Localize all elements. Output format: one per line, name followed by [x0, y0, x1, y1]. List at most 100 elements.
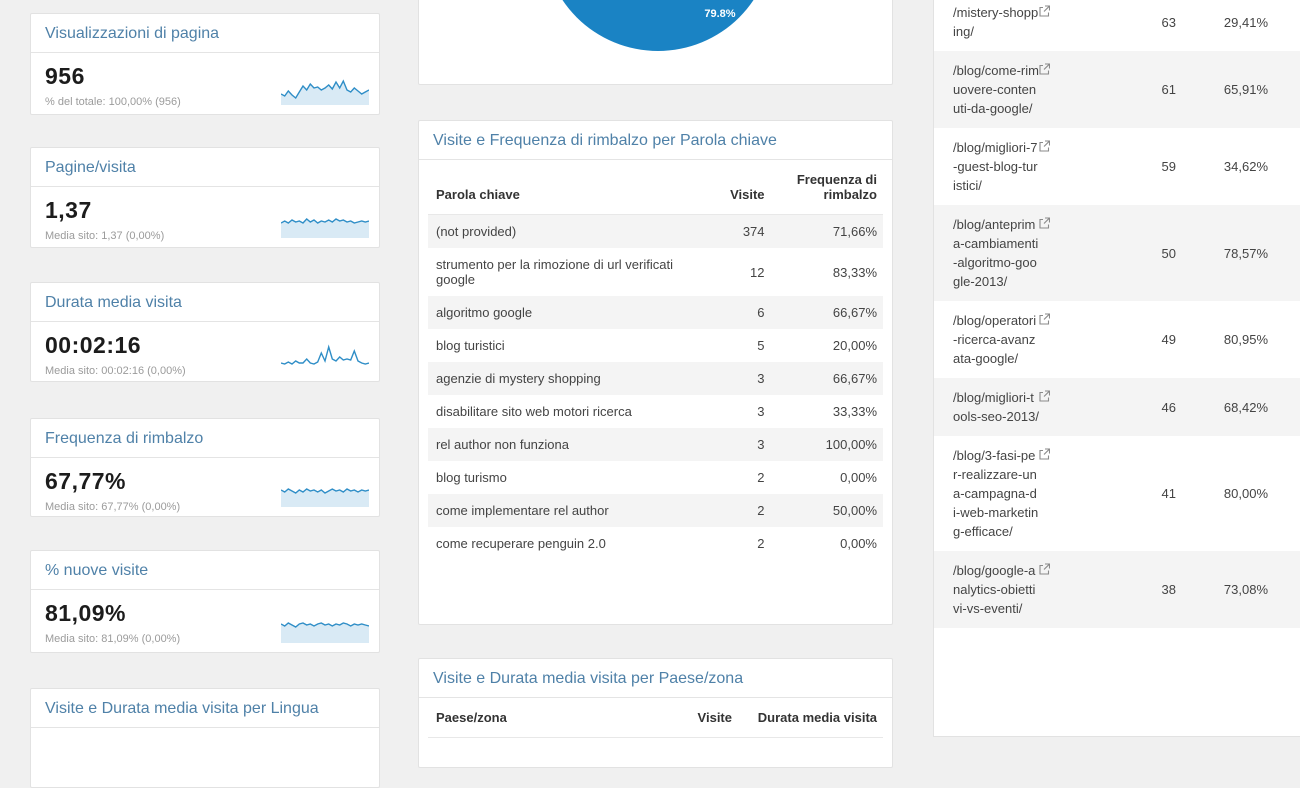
bounce-cell: 80,00% — [1223, 486, 1268, 501]
sparkline-chart — [281, 622, 369, 643]
table-row: /blog/google-analytics-obiettivi-vs-even… — [934, 551, 1300, 628]
external-link-icon[interactable] — [1038, 217, 1050, 229]
bounce-rate-subtitle: Media sito: 67,77% (0,00%) — [45, 501, 181, 513]
country-table-title[interactable]: Visite e Durata media visita per Paese/z… — [419, 659, 892, 698]
page-url-cell: /blog/migliori-7-guest-blog-turistici/ — [934, 128, 1068, 205]
table-row: strumento per la rimozione di url verifi… — [428, 248, 883, 296]
bounce-rate-card: Frequenza di rimbalzo 67,77% Media sito:… — [30, 418, 380, 517]
table-row: /mistery-shopping/ 63 29,41% — [934, 0, 1300, 51]
table-row: algoritmo google 6 66,67% — [428, 296, 883, 329]
page-url: /blog/anteprima-cambiamenti-algoritmo-go… — [953, 217, 1039, 289]
bounce-rate-value: 67,77% — [45, 468, 127, 494]
new-visits-card-title[interactable]: % nuove visite — [31, 551, 379, 590]
column-header-country: Paese/zona — [428, 698, 628, 738]
table-row: disabilitare sito web motori ricerca 3 3… — [428, 395, 883, 428]
new-visits-card: % nuove visite 81,09% Media sito: 81,09%… — [30, 550, 380, 653]
table-row: rel author non funziona 3 100,00% — [428, 428, 883, 461]
keyword-table-header-row: Parola chiave Visite Frequenza di rimbal… — [428, 160, 883, 215]
pie-slice-label: 79.8% — [704, 8, 735, 20]
external-link-icon[interactable] — [1038, 5, 1050, 17]
sparkline-chart — [281, 488, 369, 507]
country-table-card: Visite e Durata media visita per Paese/z… — [418, 658, 893, 768]
bounce-cell: 29,41% — [1223, 14, 1268, 30]
keyword-cell: disabilitare sito web motori ricerca — [436, 404, 632, 419]
pages-table-card: /mistery-shopping/ 63 29,41% /blog/come-… — [933, 0, 1300, 737]
column-header-keyword: Parola chiave — [428, 160, 689, 215]
external-link-icon[interactable] — [1038, 448, 1050, 460]
page-url-cell: /blog/3-fasi-per-realizzare-una-campagna… — [934, 436, 1068, 551]
bounce-rate-card-title[interactable]: Frequenza di rimbalzo — [31, 419, 379, 458]
table-row: blog turistici 5 20,00% — [428, 329, 883, 362]
pie-chart: 79.8% — [543, 0, 773, 51]
country-table: Paese/zona Visite Durata media visita — [428, 698, 883, 738]
table-row: agenzie di mystery shopping 3 66,67% — [428, 362, 883, 395]
bounce-cell: 78,57% — [1223, 245, 1268, 261]
bounce-cell: 73,08% — [1223, 582, 1268, 597]
page-url-cell: /blog/operatori-ricerca-avanzata-google/ — [934, 301, 1068, 378]
pageviews-subtitle: % del totale: 100,00% (956) — [45, 96, 181, 108]
pie-slice-blue[interactable] — [543, 0, 773, 51]
pages-table: /mistery-shopping/ 63 29,41% /blog/come-… — [934, 0, 1300, 628]
keyword-cell: agenzie di mystery shopping — [436, 371, 601, 386]
keyword-table-title[interactable]: Visite e Frequenza di rimbalzo per Parol… — [419, 121, 892, 160]
visits-cell: 61 — [1161, 82, 1176, 97]
keyword-cell: algoritmo google — [436, 305, 533, 320]
keyword-cell: rel author non funziona — [436, 437, 569, 452]
visits-cell: 3 — [757, 371, 765, 386]
keyword-table: Parola chiave Visite Frequenza di rimbal… — [428, 160, 883, 560]
visits-cell: 3 — [757, 437, 765, 452]
visits-cell: 59 — [1161, 159, 1176, 174]
page-url: /blog/operatori-ricerca-avanzata-google/ — [953, 313, 1037, 366]
avg-visit-duration-subtitle: Media sito: 00:02:16 (0,00%) — [45, 365, 186, 377]
new-visits-subtitle: Media sito: 81,09% (0,00%) — [45, 633, 181, 645]
table-row: /blog/3-fasi-per-realizzare-una-campagna… — [934, 436, 1300, 551]
avg-visit-duration-card: Durata media visita 00:02:16 Media sito:… — [30, 282, 380, 382]
bounce-cell: 66,67% — [832, 305, 877, 320]
new-visits-value: 81,09% — [45, 600, 127, 626]
external-link-icon[interactable] — [1038, 313, 1050, 325]
visits-by-language-card-title[interactable]: Visite e Durata media visita per Lingua — [31, 689, 379, 728]
external-link-icon[interactable] — [1038, 140, 1050, 152]
column-header-duration: Durata media visita — [738, 698, 883, 738]
visits-cell: 6 — [757, 305, 765, 320]
avg-visit-duration-value: 00:02:16 — [45, 332, 142, 358]
bounce-cell: 66,67% — [832, 371, 877, 386]
visits-cell: 2 — [757, 470, 765, 485]
bounce-cell: 80,95% — [1223, 332, 1268, 347]
external-link-icon[interactable] — [1038, 390, 1050, 402]
table-row: blog turismo 2 0,00% — [428, 461, 883, 494]
column-header-bounce: Frequenza di rimbalzo — [770, 160, 883, 215]
visits-cell: 5 — [757, 338, 765, 353]
page-url: /blog/3-fasi-per-realizzare-una-campagna… — [953, 448, 1039, 539]
visits-cell: 41 — [1161, 486, 1176, 501]
bounce-cell: 65,91% — [1223, 82, 1268, 97]
pageviews-card-title[interactable]: Visualizzazioni di pagina — [31, 14, 379, 53]
page-url: /blog/google-analytics-obiettivi-vs-even… — [953, 563, 1036, 616]
keyword-cell: blog turismo — [436, 470, 507, 485]
visits-cell: 3 — [757, 404, 765, 419]
visits-cell: 2 — [757, 536, 765, 551]
page-url-cell: /blog/migliori-tools-seo-2013/ — [934, 378, 1068, 436]
page-url-cell: /mistery-shopping/ — [934, 0, 1068, 51]
keyword-cell: come implementare rel author — [436, 503, 609, 518]
visits-cell: 374 — [742, 224, 765, 239]
country-table-header-row: Paese/zona Visite Durata media visita — [428, 698, 883, 738]
visits-cell: 63 — [1161, 14, 1176, 30]
page-url: /blog/come-rimuovere-contenuti-da-google… — [953, 63, 1039, 116]
page-url: /blog/migliori-tools-seo-2013/ — [953, 390, 1039, 424]
external-link-icon[interactable] — [1038, 563, 1050, 575]
page-url-cell: /blog/anteprima-cambiamenti-algoritmo-go… — [934, 205, 1068, 301]
visits-cell: 46 — [1161, 399, 1176, 415]
avg-visit-duration-card-title[interactable]: Durata media visita — [31, 283, 379, 322]
sparkline-chart — [281, 218, 369, 238]
pageviews-card: Visualizzazioni di pagina 956 % del tota… — [30, 13, 380, 115]
bounce-cell: 0,00% — [840, 470, 877, 485]
pie-chart-card: 79.8% — [418, 0, 893, 85]
bounce-cell: 100,00% — [825, 437, 877, 452]
table-row: /blog/migliori-tools-seo-2013/ 46 68,42% — [934, 378, 1300, 436]
visits-cell: 50 — [1161, 245, 1176, 261]
pages-per-visit-value: 1,37 — [45, 197, 92, 223]
bounce-cell: 68,42% — [1223, 399, 1268, 415]
external-link-icon[interactable] — [1038, 63, 1050, 75]
pages-per-visit-card-title[interactable]: Pagine/visita — [31, 148, 379, 187]
